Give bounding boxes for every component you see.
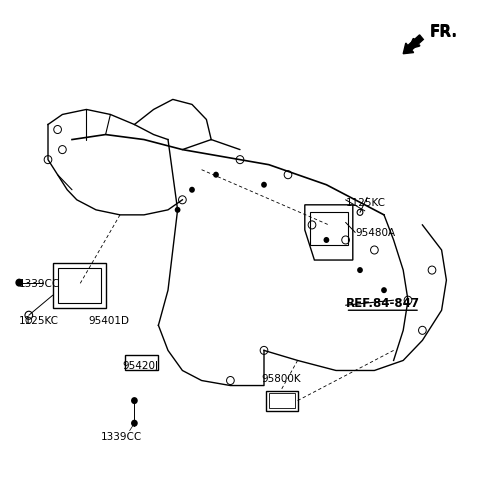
Text: 1339CC: 1339CC [101,431,142,441]
FancyArrow shape [403,36,423,55]
Text: 1339CC: 1339CC [19,278,60,288]
Circle shape [175,207,180,213]
Circle shape [357,268,363,274]
Circle shape [131,420,138,427]
Text: 95480A: 95480A [355,228,396,238]
Circle shape [213,172,219,178]
Text: 1125KC: 1125KC [346,198,385,208]
Circle shape [131,397,138,404]
Text: 1125KC: 1125KC [19,316,59,326]
Text: FR.: FR. [430,24,457,39]
Text: 95800K: 95800K [262,373,301,383]
Text: 95420J: 95420J [122,361,158,371]
Text: 95401D: 95401D [89,316,130,326]
Text: FR.: FR. [430,25,457,40]
Circle shape [189,187,195,193]
Circle shape [15,279,23,287]
Circle shape [261,182,267,188]
Circle shape [324,237,329,243]
Text: REF.84-847: REF.84-847 [346,297,420,310]
Circle shape [381,288,387,294]
